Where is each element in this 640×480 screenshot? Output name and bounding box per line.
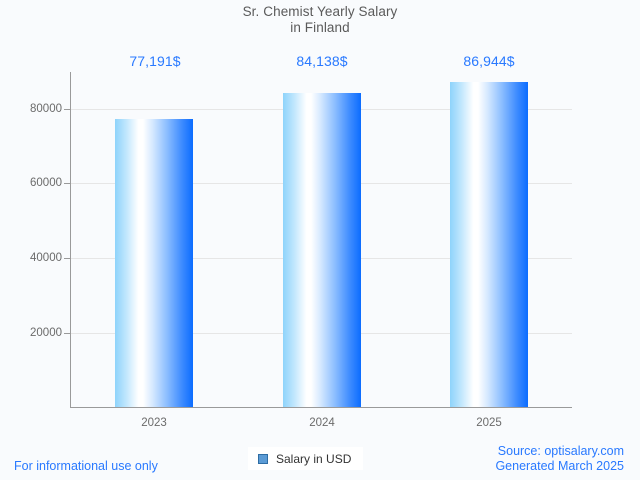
bar-2023[interactable] xyxy=(115,119,193,407)
y-tick-mark-20000 xyxy=(64,333,71,334)
x-tick-label-2024: 2024 xyxy=(309,417,335,429)
y-tick-label-20000: 20000 xyxy=(30,327,62,339)
source-text: Source: optisalary.com xyxy=(497,444,624,458)
y-tick-mark-60000 xyxy=(64,183,71,184)
value-label-2023: 77,191$ xyxy=(129,53,181,69)
y-axis-line xyxy=(70,72,71,408)
value-label-2024: 84,138$ xyxy=(296,53,348,69)
x-tick-label-2025: 2025 xyxy=(476,417,502,429)
x-tick-label-2023: 2023 xyxy=(141,417,167,429)
chart-title-line-2: in Finland xyxy=(290,20,350,35)
disclaimer-text: For informational use only xyxy=(14,459,158,473)
chart-legend[interactable]: Salary in USD xyxy=(248,447,364,470)
bar-2025[interactable] xyxy=(450,82,528,407)
source-block: Source: optisalary.com Generated March 2… xyxy=(495,444,624,474)
legend-label-salary: Salary in USD xyxy=(276,451,352,466)
legend-swatch-icon xyxy=(258,453,268,464)
value-label-2025: 86,944$ xyxy=(463,53,515,69)
generated-text: Generated March 2025 xyxy=(495,459,624,473)
chart-title: Sr. Chemist Yearly Salary in Finland xyxy=(0,4,640,36)
y-tick-label-80000: 80000 xyxy=(30,103,62,115)
y-axis-labels: 80000 60000 40000 20000 xyxy=(0,0,62,480)
x-axis-line xyxy=(70,407,572,408)
chart-title-line-1: Sr. Chemist Yearly Salary xyxy=(242,4,398,19)
bar-2024[interactable] xyxy=(283,93,361,407)
y-tick-mark-80000 xyxy=(64,109,71,110)
y-tick-mark-40000 xyxy=(64,258,71,259)
y-tick-label-60000: 60000 xyxy=(30,177,62,189)
y-tick-label-40000: 40000 xyxy=(30,252,62,264)
plot-area xyxy=(70,72,572,407)
